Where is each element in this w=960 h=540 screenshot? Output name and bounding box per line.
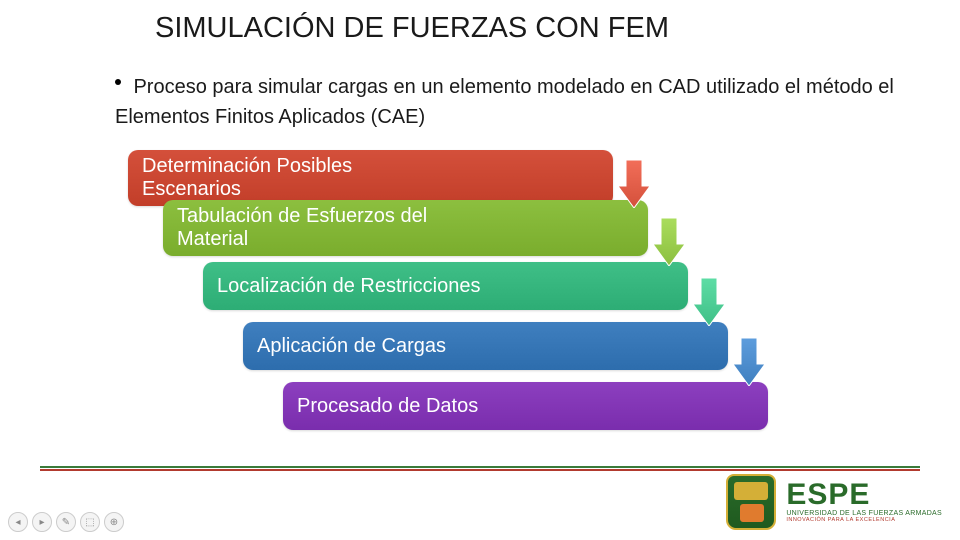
step-label: Determinación Posibles Escenarios <box>142 155 442 201</box>
flow-arrow-icon <box>618 160 650 208</box>
nav-button-3[interactable]: ⬚ <box>80 512 100 532</box>
process-step-3: Localización de Restricciones <box>203 262 688 310</box>
step-label: Procesado de Datos <box>297 395 478 418</box>
espe-text-block: ESPE UNIVERSIDAD DE LAS FUERZAS ARMADAS … <box>786 480 942 524</box>
footer-divider <box>40 466 920 470</box>
espe-logo-text: ESPE <box>786 480 942 510</box>
process-step-4: Aplicación de Cargas <box>243 322 728 370</box>
process-step-2: Tabulación de Esfuerzos del Material <box>163 200 648 256</box>
slide-nav-controls: ◂▸✎⬚⊕ <box>8 512 124 532</box>
step-label: Tabulación de Esfuerzos del Material <box>177 205 477 251</box>
process-step-1: Determinación Posibles Escenarios <box>128 150 613 206</box>
nav-button-1[interactable]: ▸ <box>32 512 52 532</box>
step-label: Localización de Restricciones <box>217 275 480 298</box>
espe-tagline: INNOVACIÓN PARA LA EXCELENCIA <box>786 518 942 524</box>
flow-arrow-icon <box>733 338 765 386</box>
process-step-5: Procesado de Datos <box>283 382 768 430</box>
nav-button-2[interactable]: ✎ <box>56 512 76 532</box>
nav-button-4[interactable]: ⊕ <box>104 512 124 532</box>
espe-shield-icon <box>726 474 776 530</box>
flow-arrow-icon <box>653 218 685 266</box>
logo-area: ESPE UNIVERSIDAD DE LAS FUERZAS ARMADAS … <box>726 474 942 530</box>
slide-title: SIMULACIÓN DE FUERZAS CON FEM <box>155 12 669 45</box>
nav-button-0[interactable]: ◂ <box>8 512 28 532</box>
bullet-marker <box>115 79 121 85</box>
bullet-paragraph: Proceso para simular cargas en un elemen… <box>115 72 900 132</box>
bullet-text: Proceso para simular cargas en un elemen… <box>115 76 894 128</box>
step-label: Aplicación de Cargas <box>257 335 446 358</box>
flow-arrow-icon <box>693 278 725 326</box>
